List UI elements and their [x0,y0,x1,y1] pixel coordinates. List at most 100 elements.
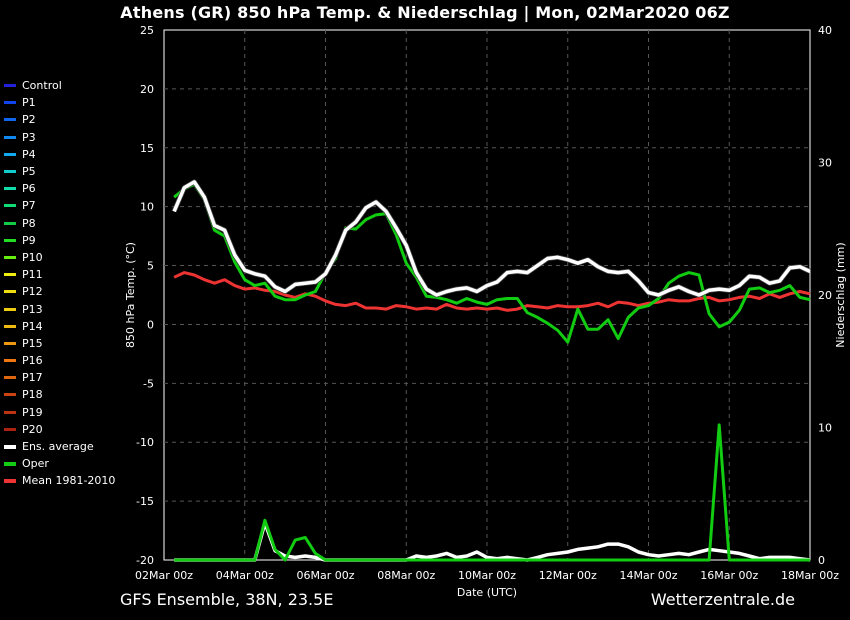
legend-item: P1 [4,94,115,111]
legend-label: P15 [22,336,43,350]
legend-label: P17 [22,371,43,385]
legend-item: P4 [4,146,115,163]
footer-source: GFS Ensemble, 38N, 23.5E [120,590,334,609]
y2-tick-label: 0 [818,554,825,567]
x-axis-label: Date (UTC) [457,586,517,599]
x-tick-label: 18Mar 00z [781,569,839,582]
legend-item: P7 [4,197,115,214]
legend-item: P5 [4,163,115,180]
legend-swatch [4,118,16,122]
y-tick-label: 20 [140,83,154,96]
y-tick-label: -5 [143,377,154,390]
legend-label: P14 [22,319,43,333]
legend-item: P12 [4,283,115,300]
legend-item: P2 [4,111,115,128]
legend-label: Mean 1981-2010 [22,474,116,488]
x-tick-label: 02Mar 00z [135,569,193,582]
legend-item: P13 [4,300,115,317]
legend-item: P19 [4,404,115,421]
legend-item: Oper [4,455,115,472]
legend-item: Mean 1981-2010 [4,472,115,489]
y-tick-label: -10 [136,436,154,449]
legend-label: P8 [22,216,36,230]
legend-label: P1 [22,96,36,110]
x-tick-label: 08Mar 00z [377,569,435,582]
legend-item: P11 [4,266,115,283]
legend-label: P5 [22,165,36,179]
temp-line-ens-average-outline [171,179,812,298]
legend-item: P6 [4,180,115,197]
legend-swatch [4,410,16,414]
footer-site: Wetterzentrale.de [650,590,795,609]
legend-label: P16 [22,354,43,368]
legend-swatch [4,461,16,466]
legend-label: P9 [22,233,36,247]
legend-item: P3 [4,129,115,146]
legend-swatch [4,307,16,311]
temp-line-oper [173,182,811,344]
legend-label: Ens. average [22,440,94,454]
legend-swatch [4,101,16,105]
legend-item: P15 [4,335,115,352]
legend-swatch [4,238,16,242]
legend-swatch [4,341,16,345]
legend-label: P6 [22,182,36,196]
legend-swatch [4,187,16,191]
legend-label: P7 [22,199,36,213]
legend-label: P12 [22,285,43,299]
y2-tick-label: 30 [818,157,832,170]
legend-item: Control [4,77,115,94]
legend-swatch [4,324,16,328]
y2-tick-label: 20 [818,289,832,302]
y2-tick-label: 40 [818,24,832,37]
legend-item: P9 [4,232,115,249]
y-tick-label: 5 [147,260,154,273]
legend-swatch [4,478,16,483]
legend-label: P19 [22,405,43,419]
legend-label: P20 [22,422,43,436]
legend-swatch [4,427,16,431]
legend-swatch [4,152,16,156]
x-tick-label: 14Mar 00z [619,569,677,582]
legend-swatch [4,273,16,277]
x-tick-label: 04Mar 00z [216,569,274,582]
precip-line-oper [174,423,810,562]
legend-label: P13 [22,302,43,316]
legend-swatch [4,135,16,139]
precip-line-ens-average [174,521,811,562]
legend-label: P18 [22,388,43,402]
y-tick-label: -15 [136,495,154,508]
legend-swatch [4,221,16,225]
legend-swatch [4,204,16,208]
legend-label: Oper [22,457,49,471]
legend-swatch [4,170,16,174]
legend-label: P4 [22,147,36,161]
y2-tick-label: 10 [818,422,832,435]
legend-label: P11 [22,268,43,282]
y2-axis-label: Niederschlag (mm) [834,242,847,347]
y-tick-label: -20 [136,554,154,567]
temp-line-ens-average [172,180,811,297]
legend-item: P20 [4,421,115,438]
y-tick-label: 10 [140,201,154,214]
legend-swatch [4,290,16,294]
legend-swatch [4,393,16,397]
y-tick-label: 0 [147,318,154,331]
legend-swatch [4,255,16,259]
legend-item: P17 [4,369,115,386]
legend-item: Ens. average [4,438,115,455]
chart-title: Athens (GR) 850 hPa Temp. & Niederschlag… [120,3,730,22]
y-axis-label: 850 hPa Temp. (°C) [124,242,137,348]
x-tick-label: 10Mar 00z [458,569,516,582]
legend-swatch [4,376,16,380]
legend-label: P2 [22,113,36,127]
legend-swatch [4,84,16,88]
legend-item: P8 [4,215,115,232]
legend-item: P10 [4,249,115,266]
legend-label: P3 [22,130,36,144]
legend: Control P1 P2 P3 P4 P5 P6 P7 P8 P9 P10 P11 P12 P13 P14… [4,77,115,490]
legend-item: P16 [4,352,115,369]
legend-label: P10 [22,250,43,264]
legend-swatch [4,444,16,449]
